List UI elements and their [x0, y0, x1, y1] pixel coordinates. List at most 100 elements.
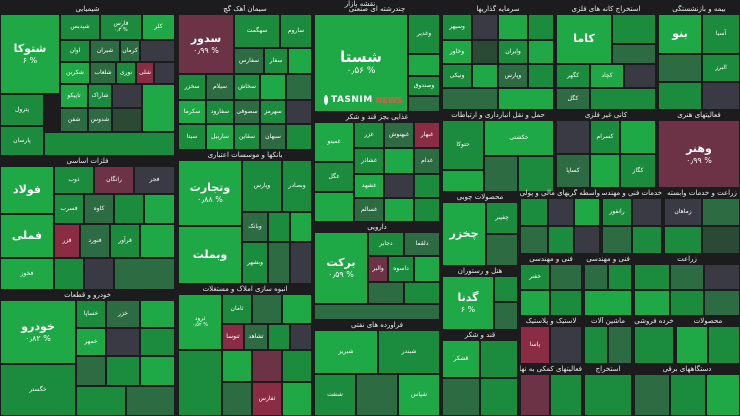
stock-tile[interactable]: رانفور: [602, 198, 632, 226]
stock-tile[interactable]: وغدیر: [408, 14, 440, 54]
stock-tile[interactable]: [574, 226, 600, 254]
stock-tile[interactable]: [708, 326, 740, 364]
stock-tile[interactable]: [314, 304, 440, 320]
stock-tile[interactable]: غبهنوش: [384, 122, 414, 148]
stock-tile[interactable]: سصوفی: [234, 100, 260, 124]
stock-tile[interactable]: والبر: [368, 256, 388, 282]
stock-tile[interactable]: سخزر: [178, 74, 206, 100]
stock-tile[interactable]: [472, 40, 498, 64]
stock-tile[interactable]: [632, 226, 662, 254]
stock-tile[interactable]: [288, 48, 312, 74]
stock-tile[interactable]: غشهد: [354, 174, 384, 198]
stock-tile[interactable]: غزر: [354, 122, 384, 148]
stock-tile[interactable]: شپدیس: [60, 14, 100, 40]
stock-tile[interactable]: [484, 156, 518, 192]
stock-tile[interactable]: پترول: [0, 94, 44, 126]
stock-tile[interactable]: کسرام: [590, 120, 620, 154]
stock-tile[interactable]: [222, 350, 252, 382]
stock-tile[interactable]: البرز: [702, 54, 740, 82]
stock-tile[interactable]: کاما: [556, 14, 612, 64]
stock-tile[interactable]: [112, 84, 142, 108]
stock-tile[interactable]: چفیبر: [486, 202, 518, 234]
stock-tile[interactable]: سفارس: [234, 48, 264, 74]
stock-tile[interactable]: [178, 350, 222, 416]
stock-tile[interactable]: ثنوسا: [222, 324, 244, 350]
stock-tile[interactable]: [548, 226, 574, 254]
stock-tile[interactable]: [658, 82, 702, 110]
stock-tile[interactable]: شلی: [136, 62, 154, 84]
stock-tile[interactable]: [634, 326, 674, 364]
stock-tile[interactable]: ونیکی: [442, 64, 472, 88]
stock-tile[interactable]: [286, 124, 312, 150]
stock-tile[interactable]: [84, 258, 114, 290]
stock-tile[interactable]: [286, 100, 312, 124]
stock-tile[interactable]: شتوکا ۶ %: [0, 14, 60, 94]
stock-tile[interactable]: وپارس: [498, 64, 528, 88]
stock-tile[interactable]: [520, 198, 548, 226]
stock-tile[interactable]: [602, 226, 632, 254]
stock-tile[interactable]: شفن: [60, 108, 88, 132]
stock-tile[interactable]: [550, 374, 582, 416]
stock-tile[interactable]: [574, 198, 600, 226]
stock-tile[interactable]: [480, 378, 518, 416]
stock-tile[interactable]: سقاین: [234, 124, 260, 150]
stock-tile[interactable]: برکت ۰٫۵۹ %: [314, 232, 368, 304]
stock-tile[interactable]: [528, 64, 554, 88]
stock-tile[interactable]: وسپهر: [442, 14, 472, 40]
stock-tile[interactable]: حکشتی: [484, 120, 554, 156]
stock-tile[interactable]: [252, 294, 282, 324]
stock-tile[interactable]: غسالم: [354, 198, 384, 222]
stock-tile[interactable]: پارسان: [0, 126, 44, 156]
stock-tile[interactable]: ثامان: [222, 294, 252, 324]
stock-tile[interactable]: [106, 328, 140, 356]
stock-tile[interactable]: شپاس: [398, 374, 440, 416]
stock-tile[interactable]: دجابر: [368, 232, 404, 256]
stock-tile[interactable]: شکربن: [60, 62, 90, 84]
stock-tile[interactable]: وخاور: [442, 40, 472, 64]
stock-tile[interactable]: [664, 226, 702, 254]
stock-tile[interactable]: [408, 96, 440, 112]
stock-tile[interactable]: [548, 198, 574, 226]
stock-tile[interactable]: گدنا ۶ %: [442, 276, 494, 330]
stock-tile[interactable]: [528, 14, 554, 40]
stock-tile[interactable]: دلقما: [404, 232, 440, 256]
stock-tile[interactable]: فسرب: [54, 194, 84, 224]
stock-tile[interactable]: ثفارس: [252, 382, 282, 416]
stock-tile[interactable]: [472, 14, 498, 40]
stock-tile[interactable]: فزر: [54, 224, 80, 258]
stock-tile[interactable]: [520, 226, 548, 254]
stock-tile[interactable]: [154, 62, 175, 84]
stock-tile[interactable]: کگاز: [620, 154, 656, 188]
stock-tile[interactable]: [114, 194, 144, 224]
stock-tile[interactable]: [140, 356, 175, 386]
stock-tile[interactable]: [314, 192, 354, 222]
stock-tile[interactable]: [44, 132, 175, 156]
stock-tile[interactable]: ساربیل: [206, 124, 234, 150]
stock-tile[interactable]: [676, 326, 708, 364]
stock-tile[interactable]: [584, 264, 608, 290]
stock-tile[interactable]: [268, 242, 290, 284]
stock-tile[interactable]: شلعاب: [90, 62, 116, 84]
stock-tile[interactable]: [520, 374, 550, 416]
stock-tile[interactable]: [498, 88, 554, 110]
stock-tile[interactable]: [550, 264, 582, 290]
stock-tile[interactable]: خزر: [106, 300, 140, 328]
stock-tile[interactable]: [260, 74, 286, 100]
stock-tile[interactable]: آسیا: [702, 14, 740, 54]
stock-tile[interactable]: [106, 356, 140, 386]
stock-tile[interactable]: [670, 290, 704, 316]
stock-tile[interactable]: [706, 374, 740, 416]
stock-tile[interactable]: [520, 290, 550, 316]
stock-tile[interactable]: وهنر ۰٫۹۹ %: [658, 120, 740, 188]
stock-tile[interactable]: داسوه: [388, 256, 414, 282]
stock-tile[interactable]: وایران: [498, 40, 528, 64]
stock-tile[interactable]: سکرما: [178, 100, 206, 124]
stock-tile[interactable]: [76, 386, 126, 416]
stock-tile[interactable]: ثشاهد: [244, 324, 268, 350]
stock-tile[interactable]: فخوز: [0, 258, 54, 290]
stock-tile[interactable]: [282, 382, 312, 416]
stock-tile[interactable]: سیلام: [206, 74, 234, 100]
stock-tile[interactable]: [608, 264, 632, 290]
stock-tile[interactable]: [702, 198, 740, 226]
stock-tile[interactable]: وبصادر: [282, 160, 312, 212]
